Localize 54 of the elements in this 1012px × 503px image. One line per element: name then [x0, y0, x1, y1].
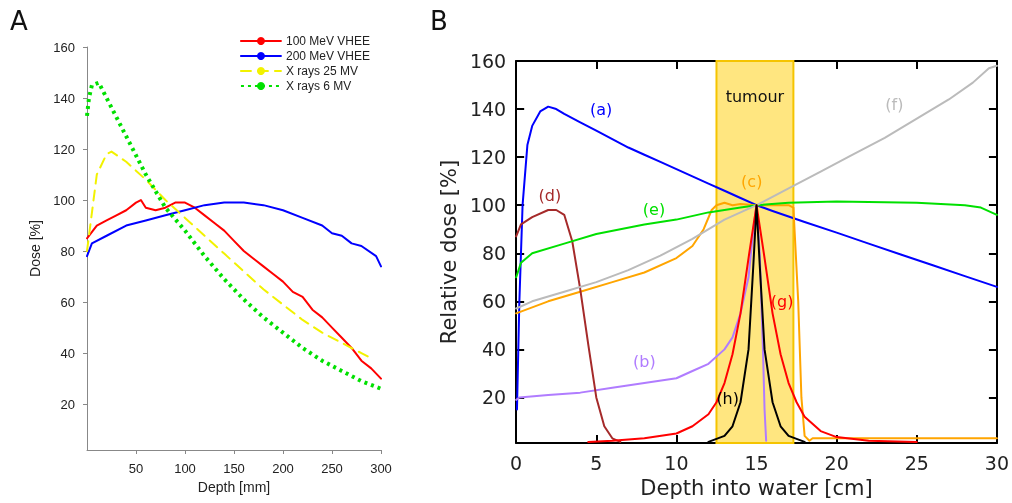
series-label: (g)	[770, 291, 794, 311]
band-label: tumour	[725, 86, 785, 106]
series-label: (e)	[642, 200, 666, 220]
x-tick-label: 30	[984, 451, 1010, 474]
y-tick-label: 40	[60, 345, 75, 361]
y-tick-label: 160	[53, 39, 75, 55]
line-series	[86, 199, 382, 380]
text: B	[430, 6, 448, 36]
legend-label: X rays 25 MV	[285, 64, 358, 78]
line-series	[515, 64, 998, 310]
line-series	[85, 80, 383, 391]
y-tick-label: 140	[469, 98, 507, 121]
y-tick-label: 80	[60, 243, 75, 259]
series-label: (f)	[885, 94, 904, 114]
x-tick-label: 50	[128, 461, 144, 476]
legend-label: 200 MeV VHEE	[285, 49, 371, 63]
x-axis-title: Depth into water [cm]	[640, 475, 873, 500]
x-tick-label: 10	[664, 451, 689, 474]
x-axis-title: Depth [mm]	[197, 478, 271, 495]
y-tick-label: 160	[469, 50, 507, 72]
series-label: (d)	[538, 186, 562, 206]
legend-label: X rays 6 MV	[285, 79, 352, 93]
y-axis-title: Relative dose [%]	[436, 159, 461, 345]
y-tick-label: 40	[481, 338, 507, 361]
x-tick-label: 150	[223, 461, 245, 476]
y-tick-label: 60	[481, 290, 507, 313]
x-tick-label: 25	[904, 451, 929, 474]
y-tick-label: 120	[469, 146, 507, 169]
x-tick-label: 5	[590, 451, 603, 474]
text: A	[10, 6, 28, 36]
x-tick-label: 300	[370, 461, 392, 476]
x-tick-label: 250	[321, 461, 343, 476]
series-label: (b)	[633, 351, 656, 371]
y-tick-label: 120	[53, 141, 75, 157]
y-tick-label: 100	[469, 194, 507, 217]
x-tick-label: 200	[272, 461, 294, 476]
y-tick-label: 20	[60, 396, 75, 412]
series-label: (a)	[589, 99, 613, 119]
y-tick-label: 80	[481, 242, 507, 265]
x-tick-label: 100	[174, 461, 196, 476]
line-series	[587, 204, 918, 443]
series-label: (c)	[741, 171, 763, 191]
legend-label: 100 MeV VHEE	[285, 34, 371, 48]
y-tick-label: 60	[60, 294, 75, 310]
x-tick-label: 15	[744, 451, 769, 474]
y-tick-label: 140	[53, 90, 75, 106]
y-tick-label: 100	[53, 192, 75, 208]
x-tick-label: 20	[824, 451, 849, 474]
series-label: (h)	[716, 388, 740, 408]
y-tick-label: 20	[481, 386, 507, 409]
y-axis-title: Dose [%]	[27, 220, 44, 277]
x-tick-label: 0	[510, 451, 523, 474]
line-series	[86, 201, 382, 268]
line-series	[515, 209, 622, 443]
